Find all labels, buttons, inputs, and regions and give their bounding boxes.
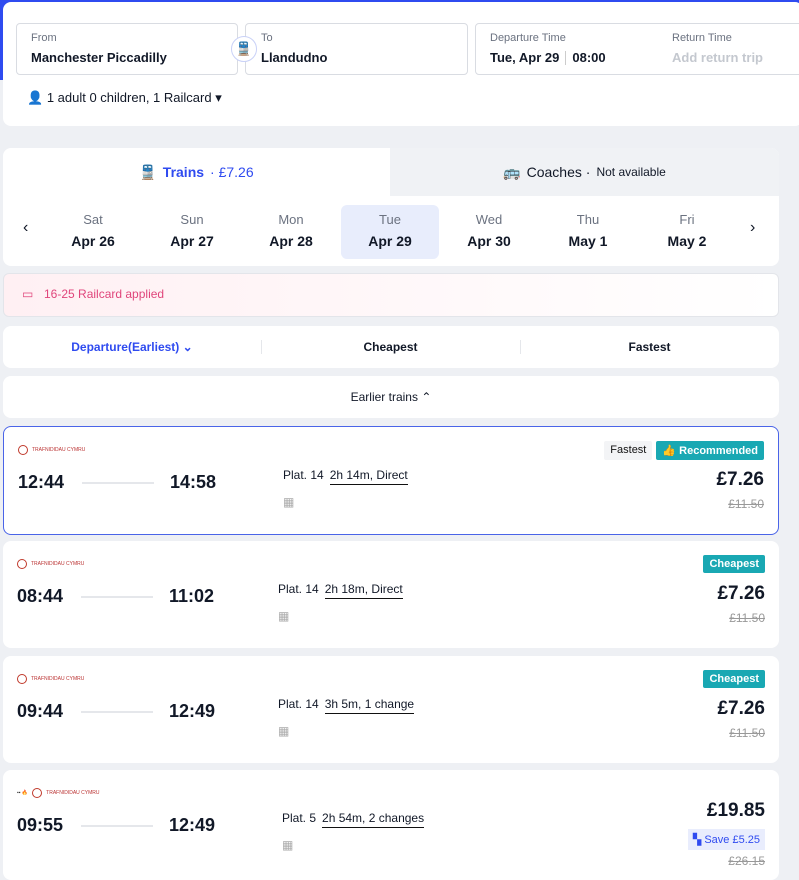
original-price: £11.50 [729, 726, 765, 740]
qr-code-icon: ▦ [278, 724, 290, 738]
arrow-icon [81, 596, 153, 598]
coaches-status: Not available [596, 165, 666, 179]
divider [565, 50, 567, 65]
badge-group: Fastest 👍 Recommended [604, 441, 764, 460]
tab-coaches[interactable]: 🚌 Coaches · Not available [390, 148, 779, 196]
to-label: To [261, 32, 273, 44]
departure-time: 08:00 [572, 50, 606, 65]
departure-date: Tue, Apr 29 [490, 50, 560, 65]
arrival-time: 11:02 [169, 586, 215, 606]
date-item[interactable]: Thu May 1 [568, 212, 608, 249]
trains-price: · £7.26 [210, 164, 254, 180]
to-value: Llandudno [261, 50, 328, 65]
platform-duration: Plat. 14 3h 5m, 1 change [278, 697, 415, 714]
bus-icon: 🚌 [503, 163, 521, 180]
duration-link[interactable]: 2h 54m, 2 changes [322, 811, 425, 828]
departure-label: Departure Time [490, 32, 566, 44]
train-result[interactable]: TRAFNIDIDAU CYMRU Cheapest 09:44 12:49 P… [3, 656, 779, 763]
earlier-trains-button[interactable]: Earlier trains ⌃ [3, 376, 779, 418]
caret-down-icon: ▾ [215, 90, 222, 105]
arrow-icon [81, 711, 153, 713]
from-label: From [31, 32, 57, 44]
cheapest-badge: Cheapest [703, 670, 765, 688]
date-strip: ‹ Sat Apr 26 Sun Apr 27 Mon Apr 28 Tue Apr 2… [3, 205, 779, 259]
date-item[interactable]: Fri May 2 [667, 212, 707, 249]
railcard-text: 16-25 Railcard applied [44, 287, 165, 301]
train-result[interactable]: TRAFNIDIDAU CYMRU Cheapest 08:44 11:02 P… [3, 541, 779, 648]
price: £7.26 [716, 469, 764, 490]
date-item[interactable]: Wed Apr 30 [467, 212, 511, 249]
date-field[interactable]: Departure Time Tue, Apr 29 08:00 Return … [475, 23, 799, 75]
tab-trains[interactable]: 🚆 Trains · £7.26 [3, 148, 390, 196]
original-price: £26.15 [728, 854, 765, 868]
search-panel: From Manchester Piccadilly To Llandudno … [3, 2, 799, 126]
from-field[interactable]: From Manchester Piccadilly [16, 23, 238, 75]
platform-duration: Plat. 14 2h 18m, Direct [278, 582, 403, 599]
from-value: Manchester Piccadilly [31, 50, 167, 65]
chevron-right-icon[interactable]: › [750, 219, 756, 236]
date-item[interactable]: Sun Apr 27 [170, 212, 214, 249]
train-result[interactable]: ▪▪ 🔥 TRAFNIDIDAU CYMRU 09:55 12:49 Plat. … [3, 770, 779, 880]
chevron-left-icon[interactable]: ‹ [23, 219, 29, 236]
chevron-up-icon: ⌃ [421, 390, 432, 404]
save-badge: ▚ Save £5.25 [687, 829, 765, 850]
passenger-text: 1 adult 0 children, 1 Railcard [46, 90, 212, 105]
date-item-selected[interactable]: Tue Apr 29 [341, 205, 439, 259]
operator-logo: ▪▪ 🔥 TRAFNIDIDAU CYMRU [17, 788, 100, 798]
sort-cheapest[interactable]: Cheapest [261, 340, 519, 354]
departure-time: 08:44 [17, 586, 64, 606]
chevron-down-icon: ⌄ [182, 340, 193, 354]
operator-logo: TRAFNIDIDAU CYMRU [17, 674, 84, 684]
return-input[interactable]: Add return trip [672, 50, 763, 65]
platform-duration: Plat. 14 2h 14m, Direct [283, 468, 408, 485]
price: £19.85 [706, 800, 765, 821]
ticket-icon: ▚ [692, 834, 702, 846]
departure-time: 09:55 [17, 815, 64, 835]
sort-fastest[interactable]: Fastest [520, 340, 778, 354]
qr-code-icon: ▦ [283, 495, 295, 509]
person-icon: 👤 [27, 90, 44, 105]
return-label: Return Time [672, 32, 732, 44]
arrival-time: 14:58 [170, 472, 217, 492]
qr-code-icon: ▦ [278, 609, 290, 623]
qr-code-icon: ▦ [282, 838, 294, 852]
cheapest-badge: Cheapest [703, 555, 765, 573]
fastest-badge: Fastest [604, 441, 653, 460]
platform-duration: Plat. 5 2h 54m, 2 changes [282, 811, 425, 828]
sort-bar: Departure(Earliest) ⌄ Cheapest Fastest [3, 326, 779, 368]
train-icon: 🚆 [139, 163, 157, 180]
operator-logo: TRAFNIDIDAU CYMRU [17, 559, 84, 569]
arrow-icon [81, 825, 153, 827]
coaches-label: Coaches · [526, 164, 591, 180]
recommended-badge: 👍 Recommended [656, 441, 764, 460]
mode-and-date-panel: 🚆 Trains · £7.26 🚌 Coaches · Not available ‹… [3, 148, 779, 266]
duration-link[interactable]: 2h 18m, Direct [324, 582, 403, 599]
railcard-banner: ▭ 16-25 Railcard applied [3, 273, 779, 317]
swap-stations-button[interactable]: 🚆 [231, 36, 257, 62]
price: £7.26 [717, 583, 765, 604]
trains-label: Trains [162, 164, 205, 180]
departure-group: Tue, Apr 29 08:00 [490, 50, 606, 65]
departure-time: 12:44 [18, 472, 65, 492]
duration-link[interactable]: 3h 5m, 1 change [324, 697, 415, 714]
passenger-selector[interactable]: 👤 1 adult 0 children, 1 Railcard ▾ [27, 90, 222, 106]
to-field[interactable]: To Llandudno [245, 23, 468, 75]
original-price: £11.50 [728, 497, 764, 511]
train-result[interactable]: TRAFNIDIDAU CYMRU Fastest 👍 Recommended … [3, 426, 779, 535]
arrow-icon [82, 482, 154, 484]
sort-departure[interactable]: Departure(Earliest) ⌄ [71, 340, 193, 354]
arrival-time: 12:49 [169, 815, 216, 835]
operator-logo: TRAFNIDIDAU CYMRU [18, 445, 85, 455]
date-item[interactable]: Sat Apr 26 [71, 212, 115, 249]
thumbs-up-icon: 👍 [662, 445, 677, 457]
arrival-time: 12:49 [169, 701, 216, 721]
railcard-icon: ▭ [22, 287, 34, 301]
original-price: £11.50 [729, 611, 765, 625]
price: £7.26 [717, 698, 765, 719]
departure-time: 09:44 [17, 701, 64, 721]
date-item[interactable]: Mon Apr 28 [269, 212, 313, 249]
duration-link[interactable]: 2h 14m, Direct [329, 468, 408, 485]
